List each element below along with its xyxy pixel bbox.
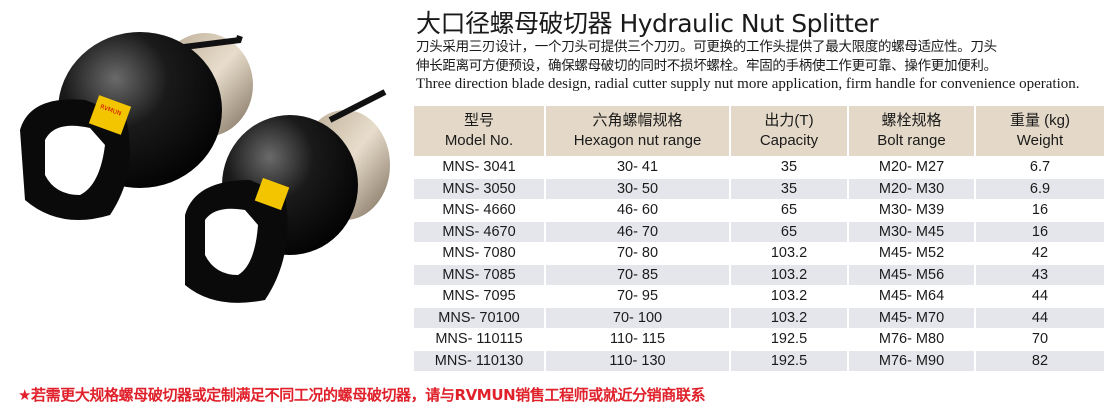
table-cell: 70- 85 (545, 263, 731, 286)
table-cell: 43 (975, 263, 1104, 286)
table-row: MNS- 3041 30- 41 35 M20- M27 6.7 (414, 156, 1104, 178)
table-row: MNS- 70100 70- 100 103.2 M45- M70 44 (414, 306, 1104, 329)
table-cell: 44 (975, 285, 1104, 307)
table-cell: 103.2 (730, 263, 849, 286)
footer-note: ★若需更大规格螺母破切器或定制满足不同工况的螺母破切器，请与RVMUN销售工程师… (18, 386, 706, 404)
table-cell: MNS- 7095 (414, 285, 546, 307)
column-header-en: Hexagon nut range (573, 132, 702, 149)
table-row: MNS- 7095 70- 95 103.2 M45- M64 44 (414, 285, 1104, 307)
table-cell: 110- 115 (545, 328, 731, 350)
table-cell: M76- M80 (848, 328, 976, 350)
table-cell: M76- M90 (848, 349, 976, 371)
table-cell: 6.7 (975, 156, 1104, 178)
column-header: 六角螺帽规格 Hexagon nut range (545, 106, 731, 157)
column-header: 型号 Model No. (414, 106, 546, 157)
description-cn-line-2: 伸长距离可方便预设，确保螺母破切的同时不损坏螺栓。牢固的手柄使工作更可靠、操作更… (416, 58, 997, 74)
table-cell: 42 (975, 242, 1104, 264)
table-cell: 70- 100 (545, 306, 731, 329)
column-header-cn: 六角螺帽规格 (592, 112, 683, 129)
column-header-en: Bolt range (877, 132, 946, 149)
table-cell: M20- M27 (848, 156, 976, 178)
column-header-en: Capacity (759, 132, 819, 149)
table-cell: MNS- 4660 (414, 199, 546, 221)
table-cell: 16 (975, 220, 1104, 243)
column-header: 重量 (kg) Weight (975, 106, 1104, 157)
table-cell: 192.5 (730, 349, 849, 371)
table-cell: M30- M45 (848, 220, 976, 243)
table-cell: MNS- 110130 (414, 349, 546, 371)
nut-splitter-small-image (185, 89, 390, 303)
column-header-cn: 螺栓规格 (881, 112, 942, 129)
column-header-cn: 出力(T) (764, 112, 814, 129)
product-images: RVMUN (20, 32, 390, 303)
nut-splitter-large-image: RVMUN (20, 32, 253, 220)
table-cell: 30- 50 (545, 177, 731, 200)
table-cell: 6.9 (975, 177, 1104, 200)
description-en: Three direction blade design, radial cut… (416, 76, 1080, 92)
table-cell: 65 (730, 199, 849, 221)
column-header-cn: 重量 (kg) (1009, 112, 1070, 129)
table-cell: MNS- 7085 (414, 263, 546, 286)
table-cell: MNS- 4670 (414, 220, 546, 243)
table-cell: 103.2 (730, 306, 849, 329)
table-cell: 35 (730, 156, 849, 178)
table-cell: 110- 130 (545, 349, 731, 371)
column-header-en: Weight (1016, 132, 1064, 149)
table-cell: 70- 95 (545, 285, 731, 307)
table-row: MNS- 110115 110- 115 192.5 M76- M80 70 (414, 328, 1104, 350)
spec-table: 型号 Model No. 六角螺帽规格 Hexagon nut range 出力(T) C… (414, 106, 1104, 371)
table-cell: MNS- 7080 (414, 242, 546, 264)
table-cell: MNS- 110115 (414, 328, 546, 350)
table-row: MNS- 7085 70- 85 103.2 M45- M56 43 (414, 263, 1104, 286)
table-cell: 103.2 (730, 285, 849, 307)
table-cell: 70 (975, 328, 1104, 350)
table-cell: M45- M56 (848, 263, 976, 286)
table-cell: 30- 41 (545, 156, 731, 178)
table-cell: MNS- 3050 (414, 177, 546, 200)
table-row: MNS- 3050 30- 50 35 M20- M30 6.9 (414, 177, 1104, 200)
column-header-en: Model No. (444, 132, 514, 149)
table-cell: 70- 80 (545, 242, 731, 264)
table-row: MNS- 110130 110- 130 192.5 M76- M90 82 (414, 349, 1104, 371)
column-header-cn: 型号 (463, 112, 494, 129)
table-cell: 16 (975, 199, 1104, 221)
description-cn-line-1: 刀头采用三刃设计，一个刀头可提供三个刀刃。可更换的工作头提供了最大限度的螺母适应… (416, 39, 997, 55)
page-title: 大口径螺母破切器 Hydraulic Nut Splitter (416, 9, 879, 38)
table-cell: 103.2 (730, 242, 849, 264)
table-row: MNS- 4660 46- 60 65 M30- M39 16 (414, 199, 1104, 221)
table-cell: MNS- 3041 (414, 156, 546, 178)
table-cell: 44 (975, 306, 1104, 329)
table-cell: 82 (975, 349, 1104, 371)
table-cell: M45- M70 (848, 306, 976, 329)
table-cell: M45- M64 (848, 285, 976, 307)
description-cn: 刀头采用三刃设计，一个刀头可提供三个刀刃。可更换的工作头提供了最大限度的螺母适应… (416, 38, 997, 76)
table-cell: MNS- 70100 (414, 306, 546, 329)
table-cell: 192.5 (730, 328, 849, 350)
table-header-row: 型号 Model No. 六角螺帽规格 Hexagon nut range 出力(T) C… (414, 106, 1104, 157)
table-cell: M20- M30 (848, 177, 976, 200)
table-row: MNS- 4670 46- 70 65 M30- M45 16 (414, 220, 1104, 243)
table-cell: 46- 70 (545, 220, 731, 243)
column-header: 出力(T) Capacity (730, 106, 849, 157)
table-cell: 35 (730, 177, 849, 200)
table-cell: M30- M39 (848, 199, 976, 221)
table-cell: M45- M52 (848, 242, 976, 264)
column-header: 螺栓规格 Bolt range (848, 106, 976, 157)
table-cell: 46- 60 (545, 199, 731, 221)
table-cell: 65 (730, 220, 849, 243)
table-row: MNS- 7080 70- 80 103.2 M45- M52 42 (414, 242, 1104, 264)
